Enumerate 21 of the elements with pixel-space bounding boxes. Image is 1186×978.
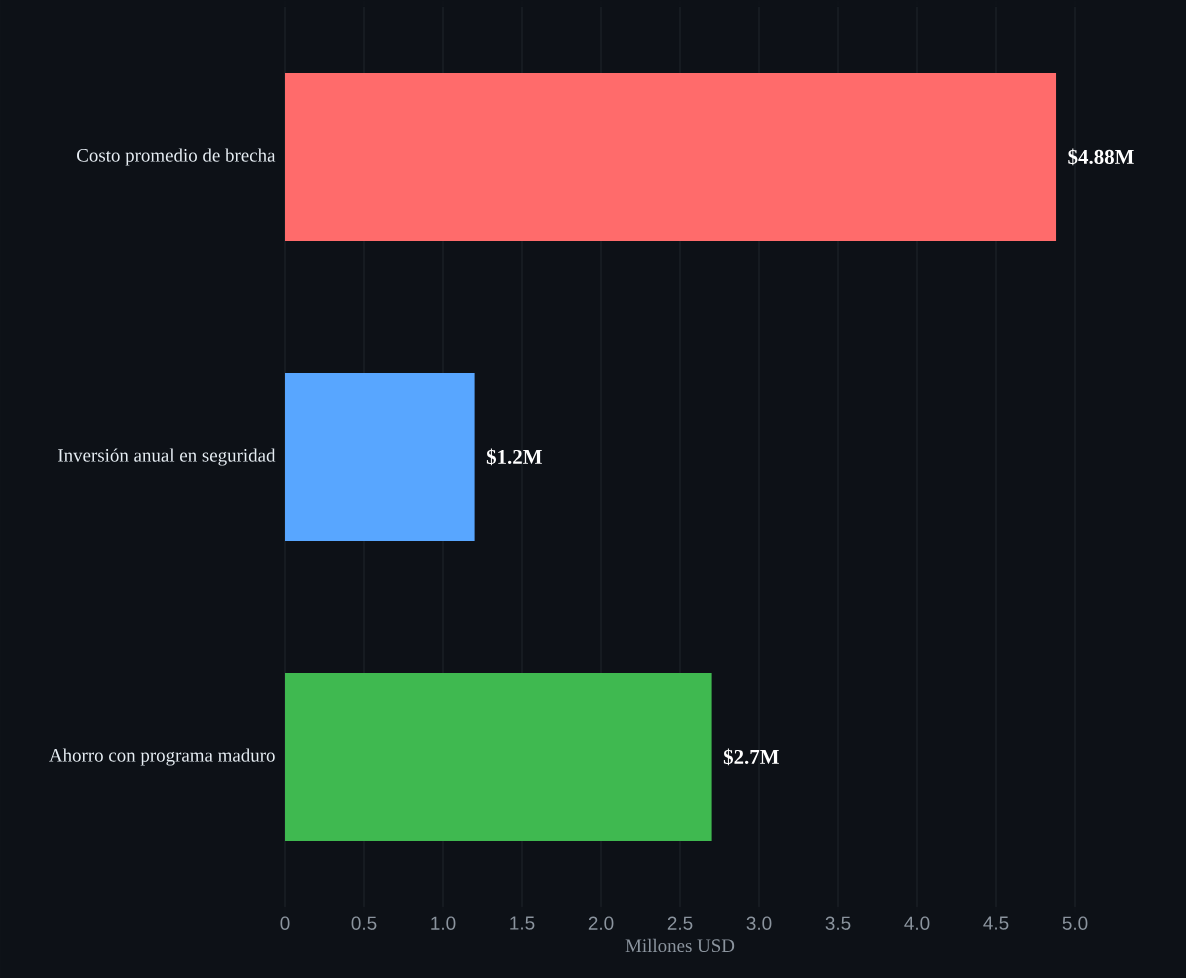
bar (285, 372, 475, 541)
y-tick-label: Inversión anual en seguridad (58, 448, 276, 466)
y-tick-label: Costo promedio de brecha (77, 148, 276, 166)
bar (285, 673, 712, 841)
bar (285, 72, 1057, 241)
x-tick-label: 3.0 (746, 916, 772, 930)
x-tick-label: 1.5 (510, 916, 535, 930)
data-label: $1.2M (486, 448, 542, 466)
x-tick-label: 0.5 (351, 916, 377, 930)
data-label: $4.88M (1068, 148, 1134, 166)
x-tick-label: 2.5 (667, 916, 693, 930)
x-tick-label: 5.0 (1062, 916, 1088, 930)
x-tick-label: 0 (280, 916, 290, 930)
x-tick-label: 1.0 (431, 916, 456, 930)
x-tick-label: 4.5 (983, 916, 1009, 930)
x-tick-label: 4.0 (904, 916, 930, 930)
y-tick-label: Ahorro con programa maduro (49, 748, 275, 766)
x-tick-label: 2.0 (588, 916, 614, 930)
x-tick-label: 3.5 (825, 916, 851, 930)
x-axis-title: Millones USD (625, 938, 735, 953)
data-label: $2.7M (723, 748, 779, 766)
